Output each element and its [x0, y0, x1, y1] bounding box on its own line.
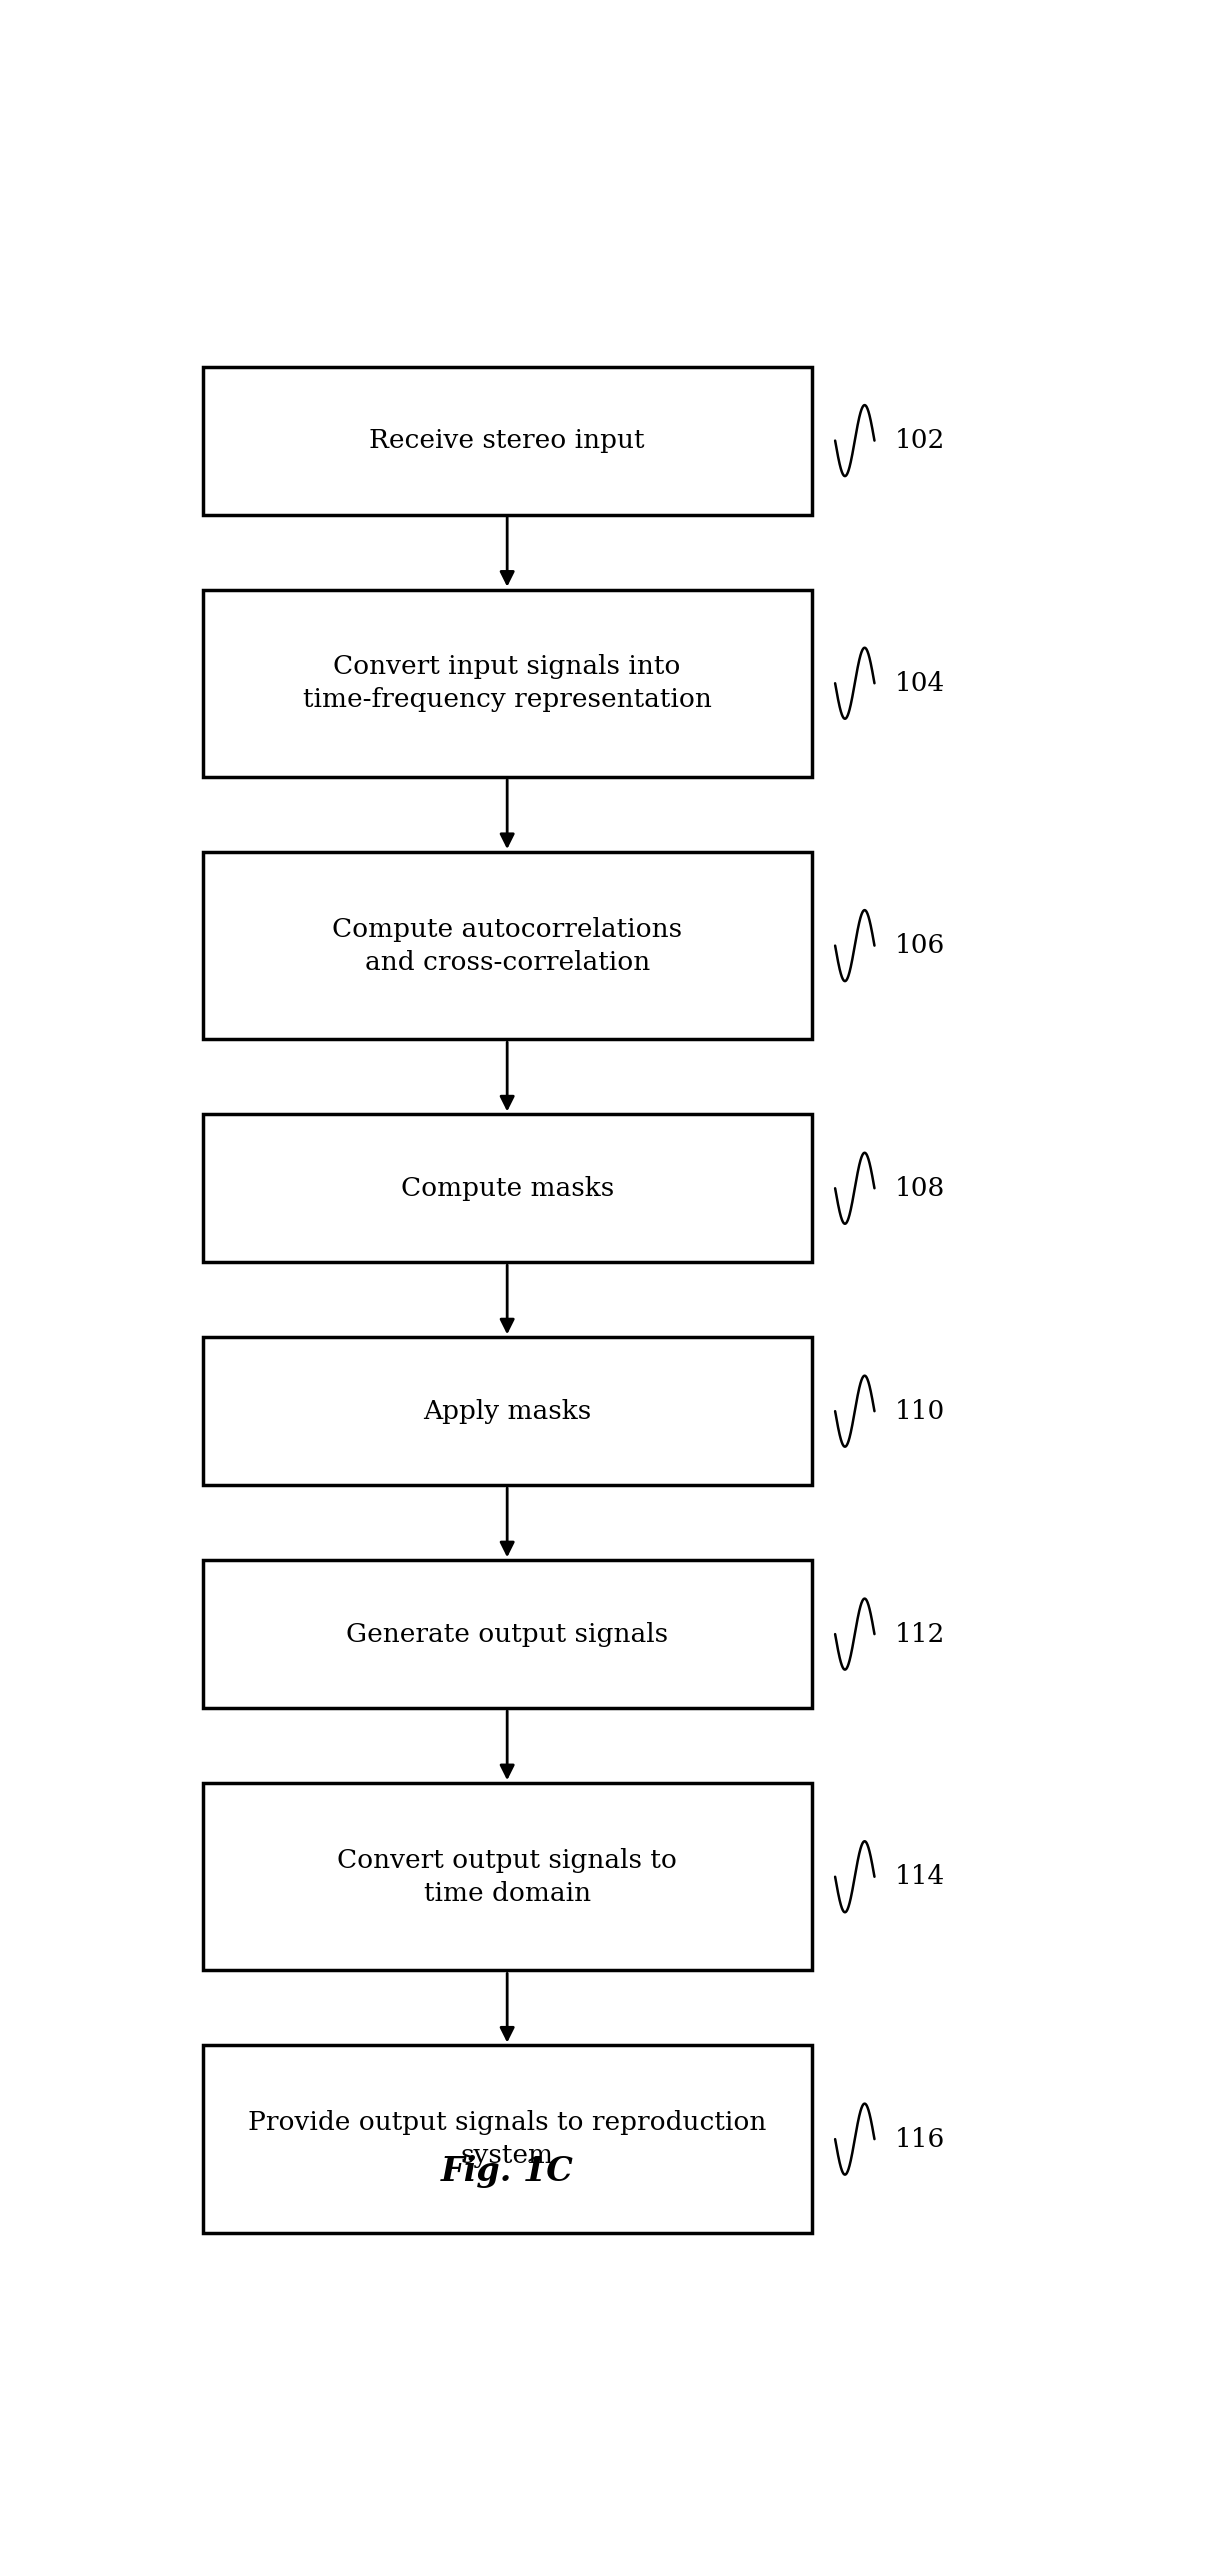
Bar [203, 2044, 811, 2234]
Text: 112: 112 [895, 1622, 945, 1647]
Text: Apply masks: Apply masks [423, 1399, 591, 1424]
Bar [203, 366, 811, 515]
Text: Provide output signals to reproduction
system: Provide output signals to reproduction s… [248, 2111, 767, 2167]
Text: 116: 116 [895, 2126, 945, 2152]
Text: Convert input signals into
time-frequency representation: Convert input signals into time-frequenc… [302, 653, 712, 712]
Text: Compute autocorrelations
and cross-correlation: Compute autocorrelations and cross-corre… [332, 917, 682, 974]
Text: Generate output signals: Generate output signals [346, 1622, 669, 1647]
Bar [203, 1337, 811, 1486]
Bar [203, 1114, 811, 1263]
Text: Receive stereo input: Receive stereo input [370, 428, 644, 453]
Text: Compute masks: Compute masks [400, 1176, 614, 1202]
Text: 102: 102 [895, 428, 945, 453]
Text: 110: 110 [895, 1399, 945, 1424]
Bar [203, 1560, 811, 1709]
Text: 114: 114 [895, 1865, 945, 1888]
Bar [203, 589, 811, 776]
Bar [203, 1783, 811, 1970]
Text: 104: 104 [895, 671, 945, 697]
Text: Convert output signals to
time domain: Convert output signals to time domain [337, 1847, 677, 1906]
Text: Fig. 1C: Fig. 1C [441, 2155, 573, 2188]
Text: 108: 108 [895, 1176, 945, 1202]
Bar [203, 853, 811, 1040]
Text: 106: 106 [895, 933, 945, 958]
